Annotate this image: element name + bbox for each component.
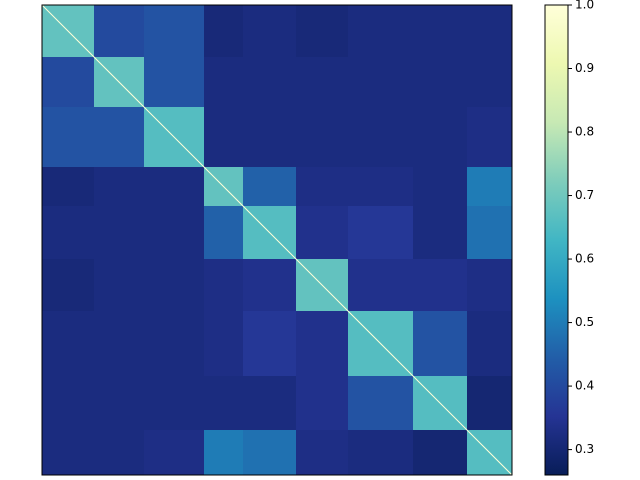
heatmap-cell [296,430,349,476]
heatmap-cell [204,5,244,58]
heatmap-cell [467,57,513,108]
heatmap-cell [413,167,468,207]
heatmap-cell [144,259,205,312]
heatmap-cell [42,167,95,207]
heatmap-cell [144,430,205,476]
heatmap-cell [413,259,468,312]
heatmap-cell [94,5,145,58]
heatmap-cell [348,430,414,476]
heatmap-cell [348,107,414,168]
heatmap-cell [467,107,513,168]
heatmap-cell [467,206,513,260]
heatmap-cell [413,57,468,108]
heatmap-cell [204,376,244,431]
heatmap-cell [348,5,414,58]
heatmap-cell [42,376,95,431]
heatmap-cell [243,259,297,312]
colorbar-tick-label: 0.5 [575,315,594,329]
heatmap-cell [348,259,414,312]
heatmap-cell [467,376,513,431]
heatmap-cell [204,57,244,108]
colorbar-tick-label: 0.6 [575,252,594,266]
heatmap-cell [296,167,349,207]
heatmap-cell [94,206,145,260]
heatmap-cell [204,311,244,377]
colorbar [544,4,569,476]
heatmap-cell [42,107,95,168]
heatmap-cell [243,376,297,431]
heatmap-cell [144,206,205,260]
heatmap-cell [204,430,244,476]
heatmap-cell [204,107,244,168]
colorbar-tick-label: 0.9 [575,61,594,75]
heatmap-cell [94,167,145,207]
heatmap-cell [296,376,349,431]
heatmap-cell [144,311,205,377]
heatmap-cell [94,311,145,377]
heatmap-cell [42,311,95,377]
heatmap-cell [413,311,468,377]
heatmap-cell [348,167,414,207]
heatmap-cell [348,206,414,260]
colorbar-tick-label: 0.4 [575,379,594,393]
heatmap-cell [204,259,244,312]
heatmap-cell [467,5,513,58]
heatmap-cell [243,430,297,476]
heatmap-cell [413,430,468,476]
heatmap-cell [144,376,205,431]
heatmap-cell [348,57,414,108]
heatmap-cell [243,5,297,58]
heatmap-cell [42,430,95,476]
heatmap-cell [348,376,414,431]
heatmap-cell [243,107,297,168]
heatmap-cell [296,5,349,58]
heatmap-cell [204,206,244,260]
colorbar-tick-label: 0.8 [575,125,594,139]
heatmap [41,4,513,476]
heatmap-cell [243,167,297,207]
heatmap-cell [467,167,513,207]
heatmap-cell [467,311,513,377]
heatmap-cell [94,430,145,476]
heatmap-cell [94,259,145,312]
heatmap-cell [413,5,468,58]
heatmap-cell [144,57,205,108]
diagonal [41,4,513,476]
heatmap-cell [467,259,513,312]
colorbar-tick-label: 0.7 [575,188,594,202]
colorbar-tick-label: 1.0 [575,0,594,12]
colorbar-tick-label: 0.3 [575,442,594,456]
heatmap-cell [296,311,349,377]
heatmap-cell [413,206,468,260]
heatmap-cell [144,167,205,207]
heatmap-cell [296,107,349,168]
heatmap-cell [94,107,145,168]
plot-frame [41,4,513,476]
heatmap-cell [144,5,205,58]
heatmap-cell [42,206,95,260]
heatmap-cell [42,57,95,108]
heatmap-cell [296,57,349,108]
heatmap-cell [296,206,349,260]
heatmap-cell [243,57,297,108]
heatmap-cell [243,311,297,377]
heatmap-cell [42,259,95,312]
heatmap-cell [94,376,145,431]
heatmap-cell [413,107,468,168]
